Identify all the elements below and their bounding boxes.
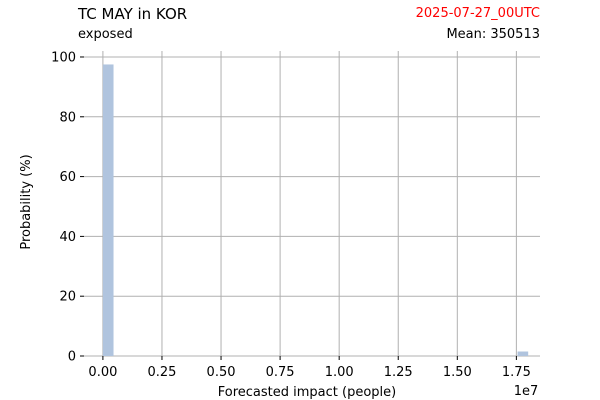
x-axis-ticks: 0.00 0.25 0.50 0.75 1.00 1.25 1.50 1.75 [88,356,531,380]
y-axis-label: Probability (%) [19,154,34,249]
histogram-bar [517,351,529,356]
y-tick-label: 0 [68,350,76,365]
x-tick-label: 1.00 [325,365,354,380]
y-tick-label: 60 [59,170,76,185]
grid-lines [84,51,540,357]
x-tick-label: 0.25 [147,365,176,380]
y-tick-label: 80 [59,110,76,125]
x-tick-label: 0.50 [207,365,236,380]
y-tick-label: 100 [51,50,76,65]
x-tick-label: 1.75 [502,365,531,380]
x-tick-label: 1.25 [384,365,413,380]
chart-subtitle: exposed [78,27,133,42]
histogram-bars [102,64,529,357]
histogram-bar [102,64,114,357]
x-tick-label: 1.50 [443,365,472,380]
y-tick-label: 20 [59,290,76,305]
x-tick-label: 0.75 [266,365,295,380]
mean-value: Mean: 350513 [446,27,540,42]
x-axis-scale-label: 1e7 [514,384,539,399]
x-axis-label: Forecasted impact (people) [218,385,396,400]
y-tick-label: 40 [59,230,76,245]
x-tick-label: 0.00 [88,365,117,380]
forecast-date: 2025-07-27_00UTC [415,6,540,21]
chart-title: TC MAY in KOR [78,5,188,23]
y-axis-ticks: 0 20 40 60 80 100 [51,50,84,365]
